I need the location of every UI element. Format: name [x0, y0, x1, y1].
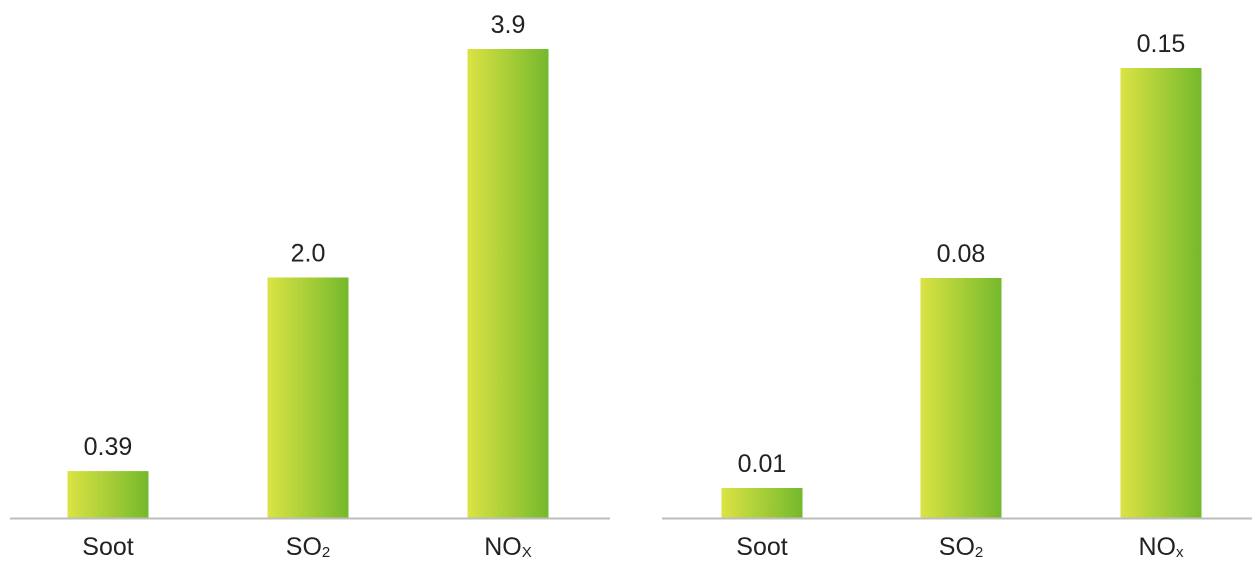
bar-soot: [721, 488, 803, 518]
x-tick-label-subscript: x: [1176, 544, 1184, 561]
x-tick-label-main: SO: [286, 533, 322, 561]
bar-so2: [920, 278, 1002, 518]
x-tick-label-main: SO: [939, 533, 975, 561]
value-label: 2.0: [291, 239, 326, 267]
x-tick-label-subscript: X: [522, 544, 532, 561]
bar-nox: [1120, 68, 1202, 518]
x-tick-label: Soot: [82, 533, 133, 561]
x-tick-label: NOx: [1139, 533, 1185, 561]
value-label: 0.39: [84, 433, 133, 461]
x-tick-label-main: NO: [484, 533, 522, 561]
value-label: 0.01: [738, 450, 787, 478]
bar-soot: [67, 471, 149, 518]
chart-right: 0.01 Soot 0.08 SO2 0.15 NOx: [662, 30, 1252, 561]
x-tick-label: SO2: [286, 533, 330, 561]
bar-nox: [467, 49, 549, 518]
value-label: 0.08: [937, 240, 986, 268]
x-tick-label-subscript: 2: [975, 544, 983, 561]
x-tick-label: SO2: [939, 533, 983, 561]
x-tick-label: NOX: [484, 533, 532, 561]
x-tick-label-subscript: 2: [322, 544, 330, 561]
bar-so2: [267, 277, 349, 518]
value-label: 3.9: [491, 11, 526, 39]
x-tick-label: Soot: [736, 533, 787, 561]
x-tick-label-main: Soot: [82, 533, 133, 561]
x-tick-label-main: NO: [1139, 533, 1177, 561]
value-label: 0.15: [1137, 30, 1186, 58]
chart-left: 0.39 Soot 2.0 SO2 3.9 NOX: [10, 11, 610, 561]
x-tick-label-main: Soot: [736, 533, 787, 561]
